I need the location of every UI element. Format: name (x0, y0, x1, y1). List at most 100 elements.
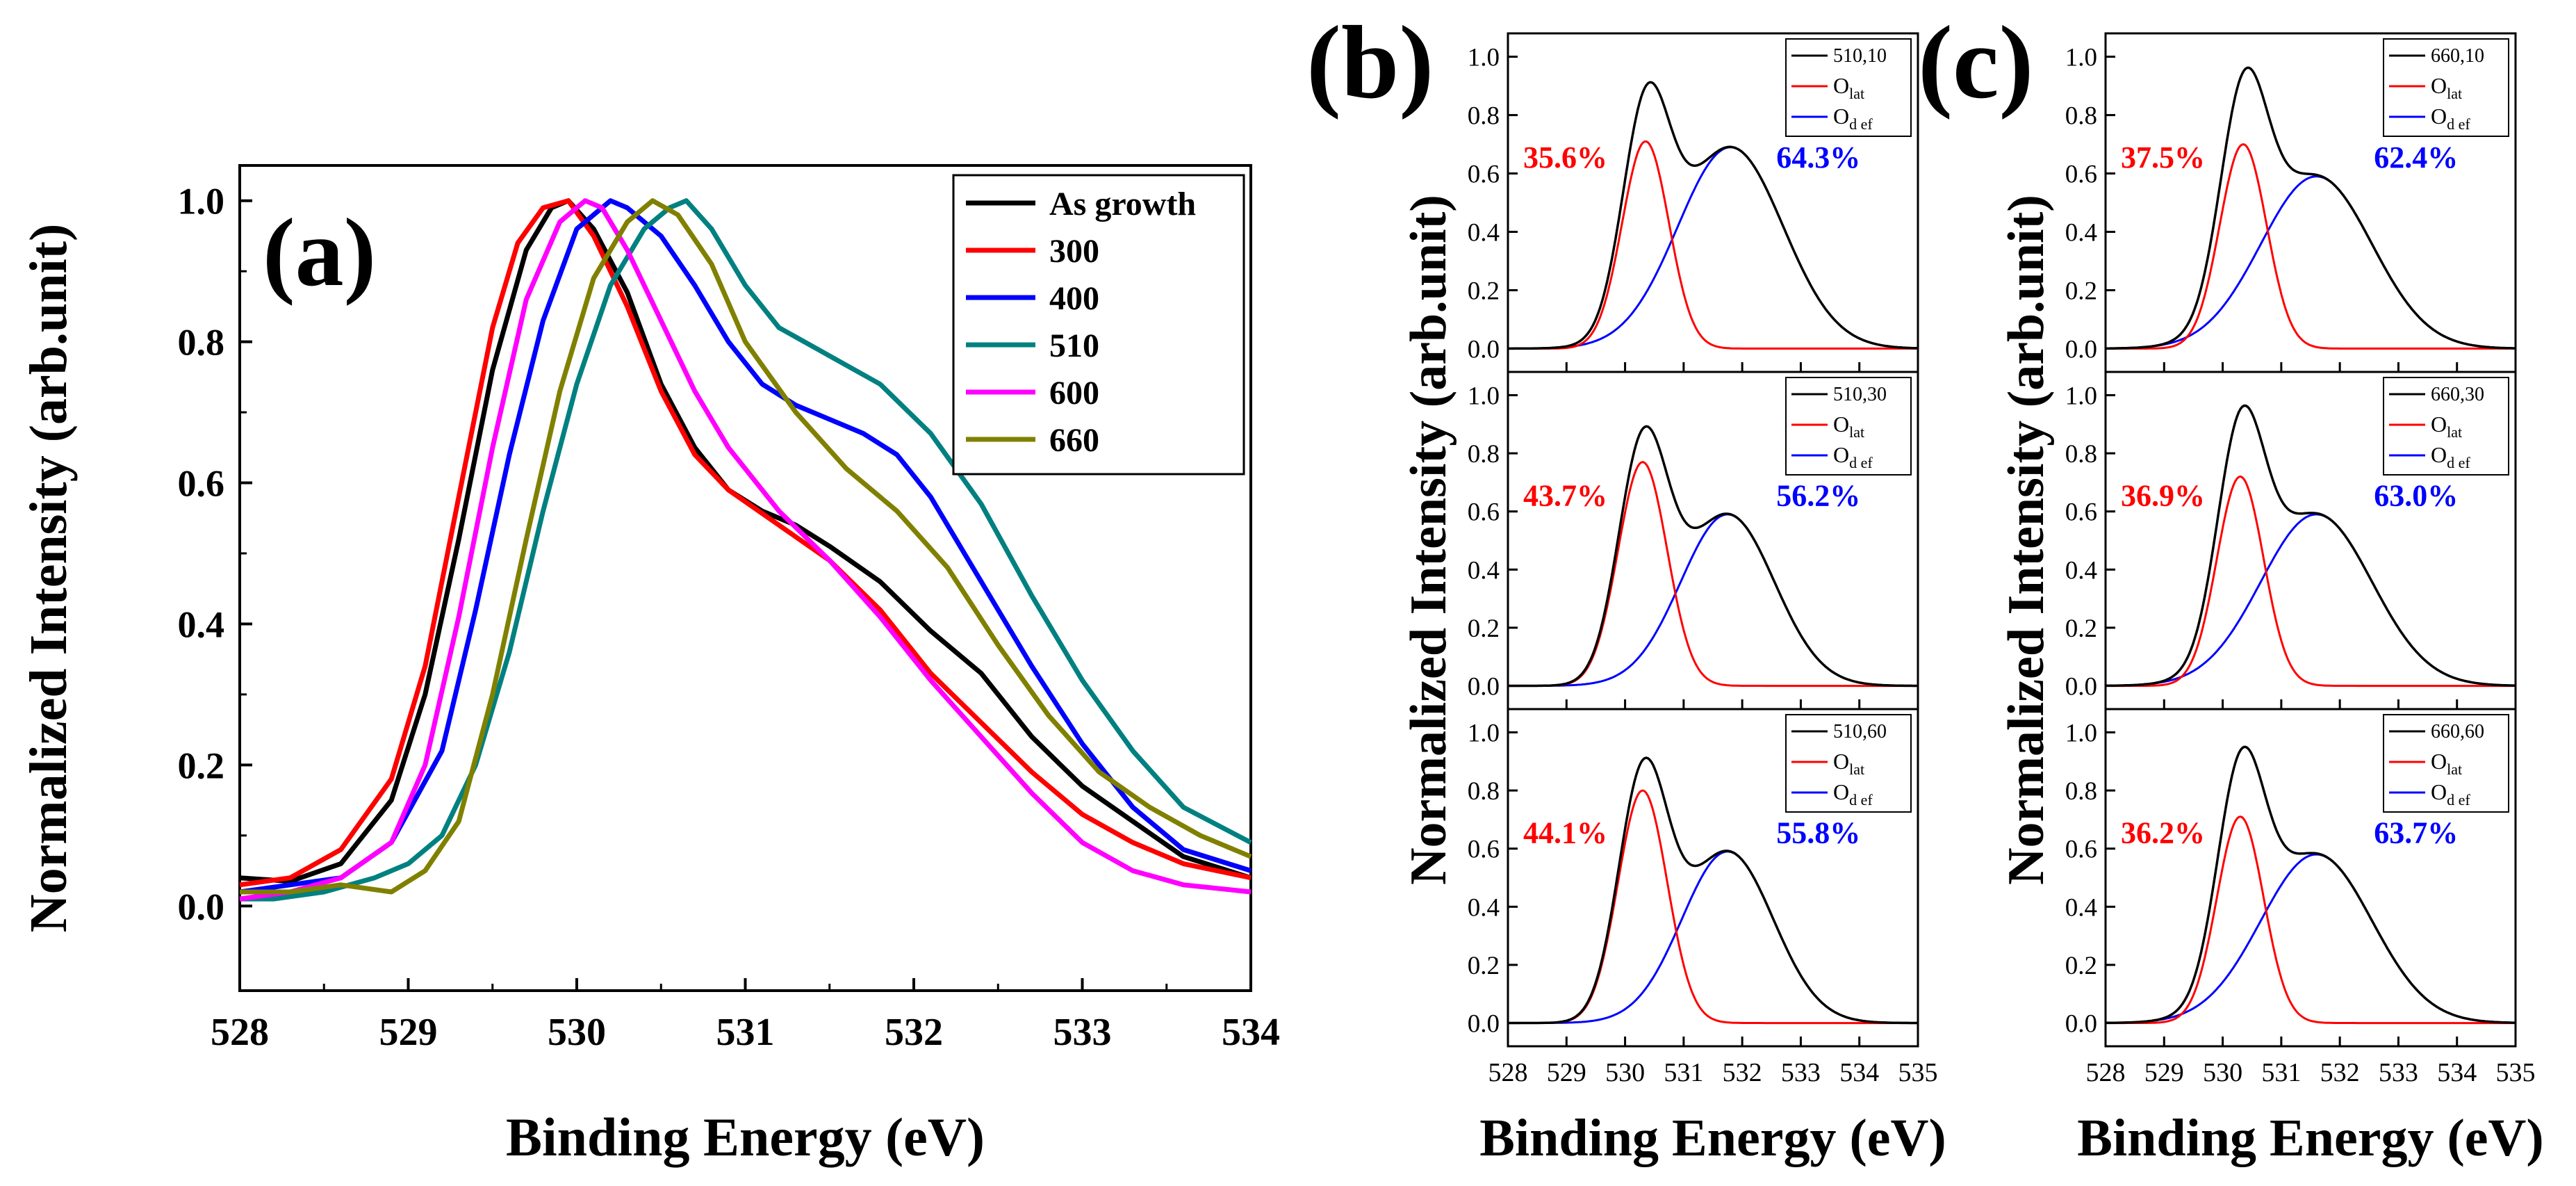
panel-c-x-tick-label: 528 (2086, 1058, 2126, 1087)
series-line-300 (239, 198, 1252, 888)
panel-a-y-tick-label: 0.8 (178, 322, 225, 364)
subplot-y-tick-label: 0.0 (1468, 673, 1500, 701)
total-spectrum-curve (2105, 404, 2516, 688)
panel-c-x-tick-label: 534 (2437, 1058, 2477, 1087)
legend-o-lat-label: Olat (1833, 749, 1864, 778)
legend-o-def-label: Od ef (2431, 104, 2470, 133)
total-spectrum-curve (2106, 66, 2516, 350)
panel-b-x-tick-label: 530 (1605, 1058, 1645, 1087)
legend-o-def-main: O (2431, 104, 2447, 129)
panel-b: (b) 0.0 0.2 0.4 0.6 0.8 1.0 35.6% 64.3% 510,10 Ola… (1306, 5, 1946, 1167)
panel-b-x-tick-label: 532 (1723, 1058, 1762, 1087)
subplot-frame (1507, 708, 1919, 1048)
subplot-y-tick-label: 0.2 (2065, 277, 2097, 305)
legend-o-def-sub: d ef (2447, 454, 2470, 471)
o-def-fit-curve (1508, 513, 1918, 687)
panel-a-x-tick-label: 533 (1053, 1011, 1112, 1054)
panel-a-x-tick-label: 530 (548, 1011, 606, 1054)
subplot-y-tick-label: 0.6 (2065, 161, 2097, 189)
legend-o-lat-label: Olat (2431, 412, 2462, 441)
subplot-y-tick-label: 0.8 (2065, 102, 2097, 131)
legend-label-660: 660 (1049, 422, 1099, 459)
panel-c-x-tick-label: 531 (2261, 1058, 2301, 1087)
subplot-y-tick-label: 0.4 (2065, 556, 2097, 585)
legend-o-lat-main: O (1833, 412, 1849, 437)
panel-a-x-tick-label: 534 (1222, 1011, 1280, 1054)
subplot-y-tick-label: 0.8 (1468, 102, 1500, 131)
series-line-660 (240, 198, 1252, 895)
panel-b-subplot-1: 0.00.20.40.60.81.035.6% 64.3%510,10OlatOd… (1468, 32, 1919, 373)
panel-a-x-tick-label: 531 (716, 1011, 775, 1054)
legend-o-def-main: O (1833, 104, 1849, 129)
legend-o-def-label: Od ef (1833, 104, 1873, 133)
subplot-y-tick-label: 0.8 (1468, 777, 1500, 806)
legend-o-lat-main: O (2431, 412, 2447, 437)
legend-total-label: 660,10 (2431, 45, 2484, 67)
o-def-percent: 63.0% (2374, 478, 2458, 512)
o-def-fit-curve (2105, 513, 2516, 687)
o-def-percent: 56.2% (1776, 478, 1860, 512)
panel-a-y-tick-label: 1.0 (178, 181, 225, 222)
legend-o-def-sub: d ef (1849, 454, 1873, 471)
subplot-y-tick-label: 0.4 (1468, 218, 1500, 247)
panel-a-x-tick-label: 532 (885, 1011, 943, 1054)
legend-o-def-label: Od ef (2431, 779, 2470, 809)
legend-o-lat-sub: lat (2447, 85, 2462, 102)
legend-o-def-label: Od ef (2431, 442, 2470, 471)
panel-b-x-tick-label: 533 (1781, 1058, 1821, 1087)
panel-c-x-tick-label: 532 (2320, 1058, 2360, 1087)
o-def-percent: 63.7% (2374, 815, 2458, 850)
panel-b-x-tick-label: 534 (1839, 1058, 1879, 1087)
o-lat-percent: 37.5% (2121, 140, 2205, 174)
panel-b-x-tick-label: 528 (1488, 1058, 1528, 1087)
panel-c-subplot-2: 0.0 0.2 0.4 0.6 0.8 1.0 36.9% 63.0% 660,30 OlatOd… (2065, 371, 2517, 710)
o-lat-percent: 36.9% (2121, 478, 2205, 512)
subplot-y-tick-label: 1.0 (1468, 382, 1500, 410)
legend-o-def-sub: d ef (2447, 115, 2470, 133)
o-lat-fit-curve (2106, 143, 2516, 350)
legend-o-lat-sub: lat (1849, 85, 1864, 102)
panel-a-y-tick-label: 0.2 (178, 745, 225, 786)
subplot-y-tick-label: 0.6 (1468, 498, 1500, 527)
panel-a-x-tick-label: 528 (211, 1011, 269, 1054)
legend-o-def-label: Od ef (1833, 442, 1873, 471)
subplot-y-tick-label: 0.2 (2065, 615, 2097, 643)
o-def-fit-curve (1508, 850, 1918, 1024)
panel-a-y-tick-label: 0.4 (178, 603, 225, 645)
legend-o-lat-label: Olat (1833, 73, 1864, 102)
total-spectrum-curve (1508, 756, 1918, 1025)
subplot-y-tick-label: 0.6 (1468, 836, 1500, 864)
legend-o-lat-label: Olat (2431, 749, 2462, 778)
panel-a-y-tick-label: 0.0 (178, 886, 225, 927)
series-line-as-growth (239, 198, 1252, 884)
legend-total-label: 510,60 (1833, 721, 1887, 742)
panel-a-y-axis-label: Normalized Intensity (arb.unit) (19, 224, 78, 933)
subplot-legend-box (2383, 38, 2509, 137)
legend-o-lat-main: O (1833, 749, 1849, 774)
total-spectrum-curve (1508, 81, 1919, 350)
panel-b-x-tick-label: 529 (1547, 1058, 1586, 1087)
subplot-y-tick-label: 0.6 (2065, 836, 2097, 864)
subplot-y-tick-label: 0.2 (2065, 952, 2097, 980)
panel-c-y-axis-label: Normalized Intensity (arb.unit) (1998, 195, 2055, 885)
total-spectrum-curve (2105, 745, 2516, 1025)
subplot-y-tick-label: 1.0 (2065, 719, 2097, 747)
series-line-510 (240, 198, 1252, 902)
panel-b-x-axis-label: Binding Energy (eV) (1479, 1109, 1946, 1167)
panel-b-label: (b) (1306, 5, 1434, 120)
subplot-legend: 660,10 Olat Od ef (2383, 38, 2509, 137)
panel-c-x-tick-label: 529 (2144, 1058, 2184, 1087)
legend-o-def-sub: d ef (2447, 791, 2470, 809)
subplot-y-tick-label: 0.0 (2065, 673, 2097, 701)
subplot-y-tick-label: 0.4 (1468, 893, 1500, 922)
o-lat-fit-curve (1508, 140, 1918, 350)
panel-b-subplot-3: 0.0 0.2 0.4 0.6 0.8 1.0 44.1% 55.8% 510,60 OlatOd… (1468, 708, 1919, 1048)
panel-b-y-axis-label: Normalized Intensity (arb.unit) (1400, 195, 1457, 885)
legend-label-600: 600 (1049, 375, 1099, 412)
subplot-y-tick-label: 1.0 (2065, 44, 2097, 72)
